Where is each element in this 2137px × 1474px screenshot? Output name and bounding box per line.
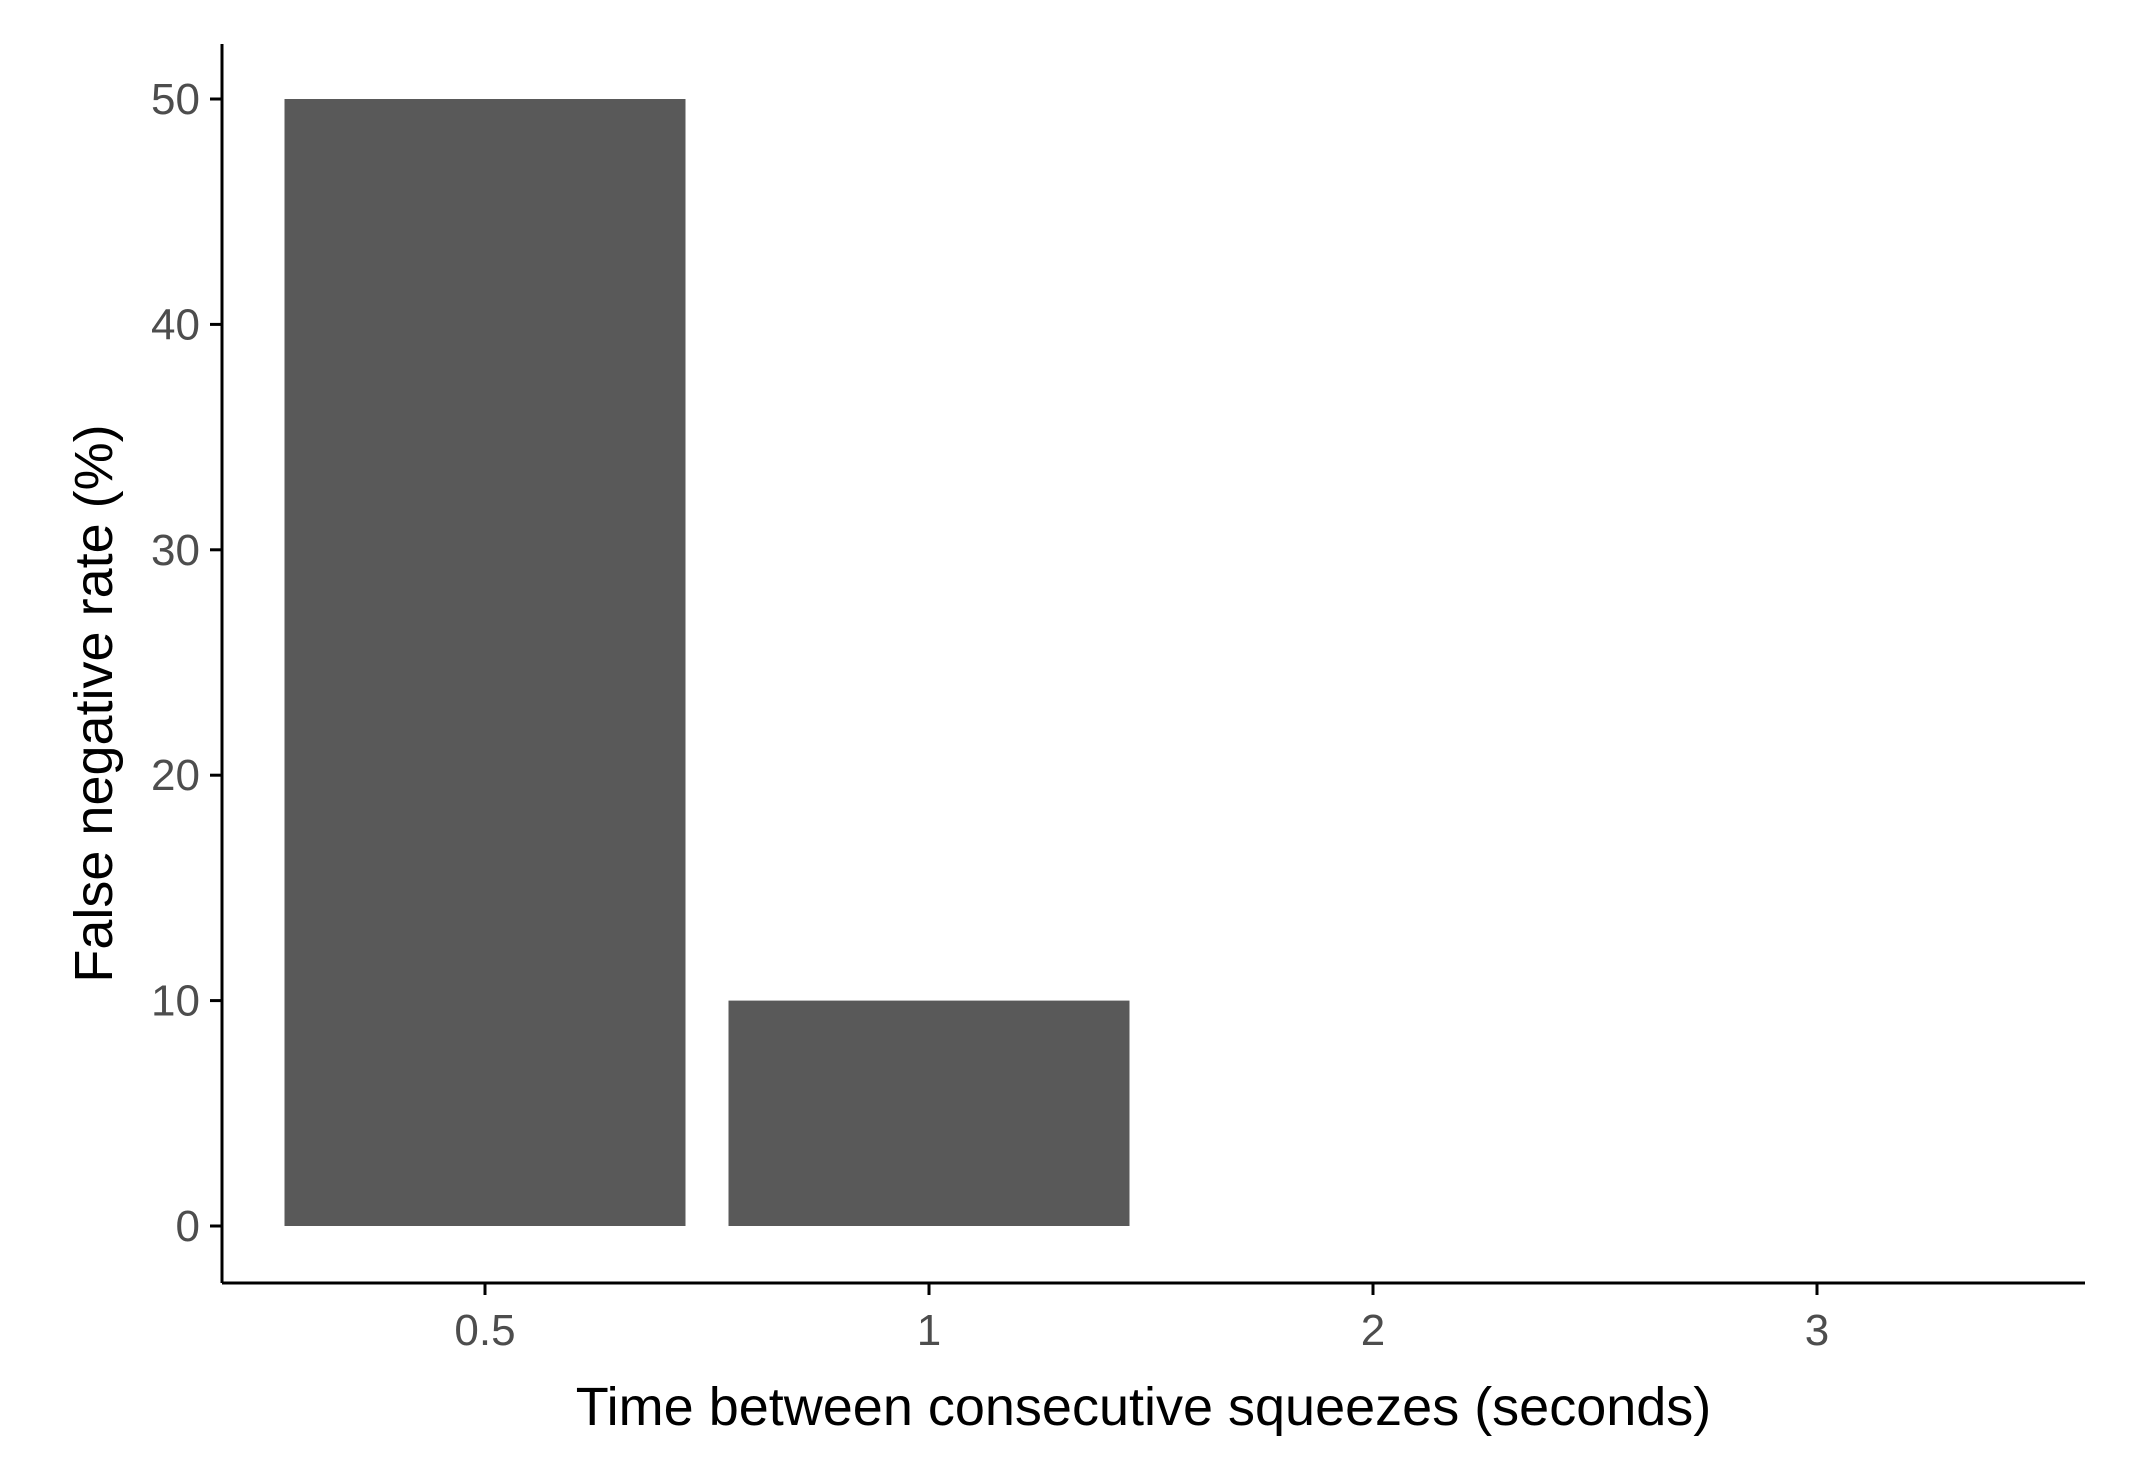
x-tick-label: 3	[1805, 1306, 1829, 1355]
x-axis-title: Time between consecutive squeezes (secon…	[576, 1377, 1712, 1437]
y-tick-label: 30	[151, 526, 200, 575]
bar-0.5	[284, 99, 686, 1226]
x-tick-label: 2	[1361, 1306, 1385, 1355]
y-tick-label: 40	[151, 300, 200, 349]
y-axis-ticks: 0 10 20 30 40 50	[151, 75, 222, 1251]
x-axis-ticks: 0.5 1 2 3	[454, 1283, 1829, 1355]
y-tick-label: 10	[151, 977, 200, 1026]
y-tick-label: 0	[176, 1202, 200, 1251]
x-tick-label: 1	[917, 1306, 941, 1355]
bar-1	[728, 1000, 1130, 1226]
y-tick-label: 20	[151, 751, 200, 800]
y-axis-title: False negative rate (%)	[64, 424, 124, 982]
y-tick-label: 50	[151, 75, 200, 124]
bars-group	[284, 99, 1130, 1226]
x-tick-label: 0.5	[454, 1306, 515, 1355]
